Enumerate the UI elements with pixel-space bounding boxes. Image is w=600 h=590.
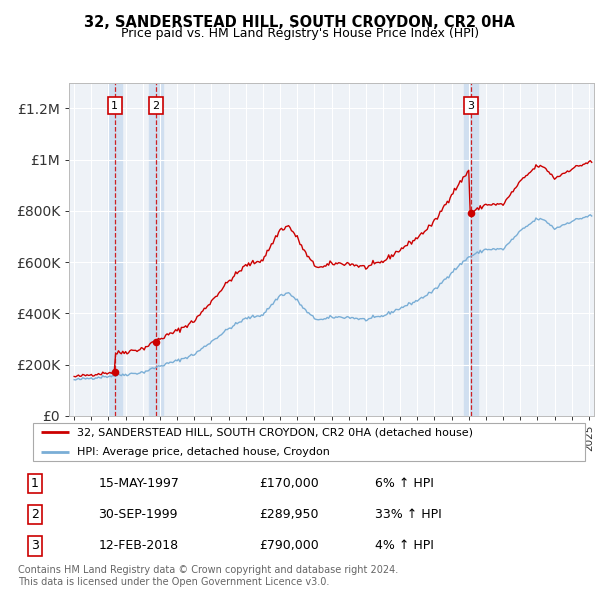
Point	[151, 337, 160, 346]
Text: 30-SEP-1999: 30-SEP-1999	[98, 508, 178, 522]
Text: 1: 1	[31, 477, 39, 490]
Text: 12-FEB-2018: 12-FEB-2018	[98, 539, 179, 552]
FancyBboxPatch shape	[33, 423, 585, 461]
Text: 4% ↑ HPI: 4% ↑ HPI	[375, 539, 434, 552]
Text: 2: 2	[31, 508, 39, 522]
Bar	[464, 83, 478, 416]
Text: 15-MAY-1997: 15-MAY-1997	[98, 477, 179, 490]
Bar	[108, 83, 122, 416]
Text: £289,950: £289,950	[260, 508, 319, 522]
Text: 1: 1	[112, 100, 118, 110]
Text: £790,000: £790,000	[260, 539, 319, 552]
Text: 32, SANDERSTEAD HILL, SOUTH CROYDON, CR2 0HA: 32, SANDERSTEAD HILL, SOUTH CROYDON, CR2…	[85, 15, 515, 30]
Text: 2: 2	[152, 100, 159, 110]
Point	[110, 368, 119, 377]
Text: 3: 3	[31, 539, 39, 552]
Text: Contains HM Land Registry data © Crown copyright and database right 2024.
This d: Contains HM Land Registry data © Crown c…	[18, 565, 398, 587]
Text: £170,000: £170,000	[260, 477, 319, 490]
Text: Price paid vs. HM Land Registry's House Price Index (HPI): Price paid vs. HM Land Registry's House …	[121, 27, 479, 40]
Text: 32, SANDERSTEAD HILL, SOUTH CROYDON, CR2 0HA (detached house): 32, SANDERSTEAD HILL, SOUTH CROYDON, CR2…	[77, 427, 473, 437]
Text: 6% ↑ HPI: 6% ↑ HPI	[375, 477, 434, 490]
Bar	[149, 83, 163, 416]
Text: HPI: Average price, detached house, Croydon: HPI: Average price, detached house, Croy…	[77, 447, 331, 457]
Text: 33% ↑ HPI: 33% ↑ HPI	[375, 508, 442, 522]
Text: 3: 3	[467, 100, 475, 110]
Point	[466, 209, 476, 218]
